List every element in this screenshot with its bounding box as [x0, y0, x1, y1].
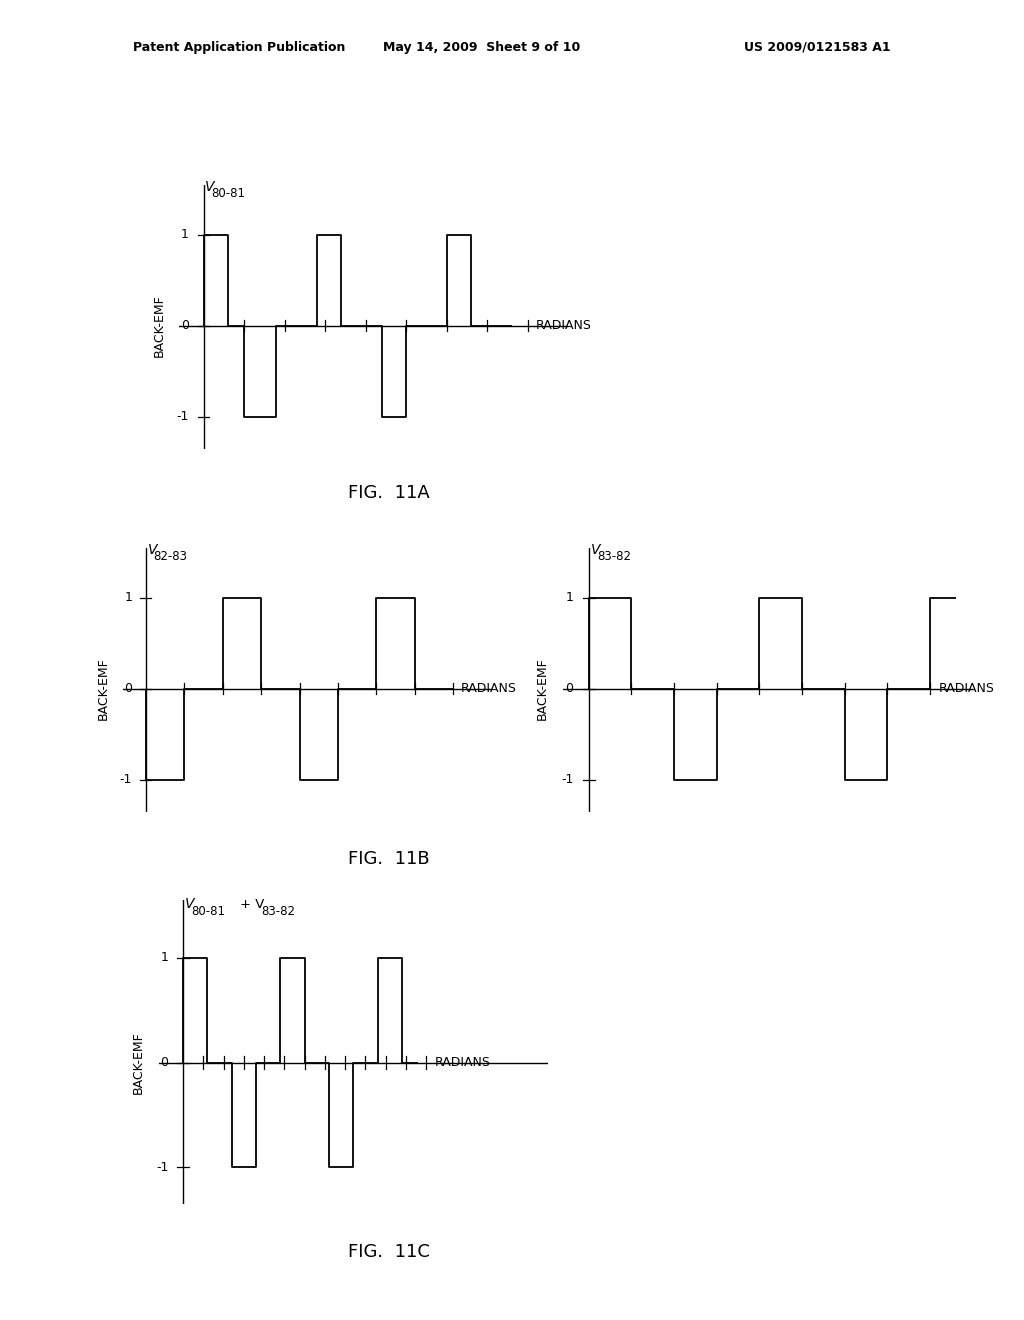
Text: BACK-EMF: BACK-EMF [97, 657, 111, 721]
Text: 83-82: 83-82 [262, 906, 296, 917]
Text: RADIANS: RADIANS [434, 1056, 490, 1069]
Text: V: V [205, 180, 215, 194]
Text: BACK-EMF: BACK-EMF [536, 657, 549, 721]
Text: -1: -1 [176, 411, 188, 424]
Text: BACK-EMF: BACK-EMF [132, 1031, 145, 1094]
Text: + V: + V [240, 898, 264, 911]
Text: RADIANS: RADIANS [939, 682, 994, 696]
Text: Patent Application Publication: Patent Application Publication [133, 41, 345, 54]
Text: 1: 1 [161, 952, 168, 965]
Text: 1: 1 [181, 228, 188, 242]
Text: V: V [184, 896, 195, 911]
Text: 1: 1 [565, 591, 573, 605]
Text: -1: -1 [120, 774, 132, 787]
Text: BACK-EMF: BACK-EMF [153, 294, 166, 358]
Text: 80-81: 80-81 [191, 906, 225, 917]
Text: RADIANS: RADIANS [461, 682, 517, 696]
Text: FIG.  11B: FIG. 11B [348, 850, 430, 869]
Text: RADIANS: RADIANS [536, 319, 592, 333]
Text: 0: 0 [565, 682, 573, 696]
Text: 80-81: 80-81 [212, 187, 246, 201]
Text: US 2009/0121583 A1: US 2009/0121583 A1 [744, 41, 891, 54]
Text: 1: 1 [124, 591, 132, 605]
Text: FIG.  11A: FIG. 11A [348, 484, 430, 503]
Text: 83-82: 83-82 [597, 550, 632, 564]
Text: -1: -1 [156, 1160, 168, 1173]
Text: V: V [147, 543, 157, 557]
Text: 82-83: 82-83 [154, 550, 187, 564]
Text: 0: 0 [181, 319, 188, 333]
Text: 0: 0 [124, 682, 132, 696]
Text: 0: 0 [161, 1056, 168, 1069]
Text: -1: -1 [561, 774, 573, 787]
Text: FIG.  11C: FIG. 11C [348, 1243, 430, 1262]
Text: V: V [591, 543, 600, 557]
Text: May 14, 2009  Sheet 9 of 10: May 14, 2009 Sheet 9 of 10 [383, 41, 580, 54]
